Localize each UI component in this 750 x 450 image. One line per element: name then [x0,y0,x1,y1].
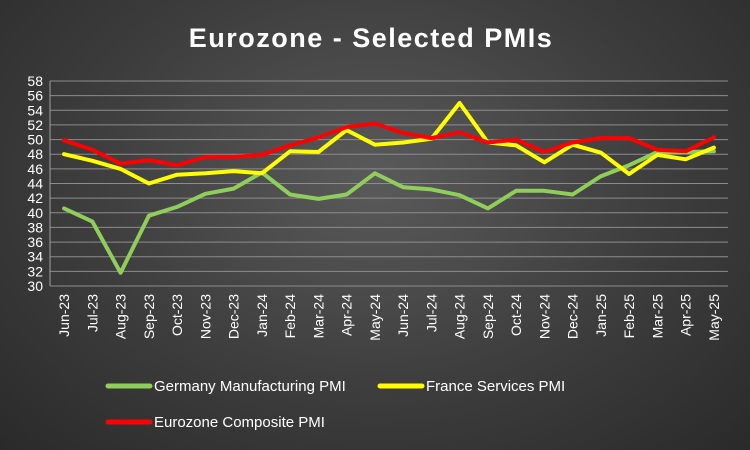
x-tick-label-sep-24: Sep-24 [480,294,496,339]
series-line-germany-manufacturing-pmi [62,149,716,275]
x-tick-label-mar-25: Mar-25 [649,294,665,339]
legend-item-france-services: France Services PMI [377,378,565,395]
y-tick-label-34: 34 [27,249,43,265]
y-tick-label-48: 48 [27,146,43,162]
y-tick-label-40: 40 [27,205,43,221]
x-tick-label-sep-23: Sep-23 [141,294,157,339]
legend-item-germany-manufacturing: Germany Manufacturing PMI [105,378,346,395]
x-tick-label-apr-24: Apr-24 [339,294,355,336]
x-tick-label-mar-24: Mar-24 [310,294,326,339]
x-tick-label-oct-23: Oct-23 [169,294,185,336]
y-tick-label-58: 58 [27,73,43,89]
x-tick-label-dec-23: Dec-23 [226,294,242,339]
y-tick-label-36: 36 [27,234,43,250]
y-tick-label-46: 46 [27,161,43,177]
x-tick-label-feb-24: Feb-24 [282,294,298,339]
series-line-france-services-pmi [62,101,716,186]
x-tick-label-nov-24: Nov-24 [536,294,552,339]
y-tick-label-56: 56 [27,88,43,104]
y-tick-label-38: 38 [27,219,43,235]
series-lines [62,101,716,275]
x-tick-label-nov-23: Nov-23 [197,294,213,339]
y-tick-label-44: 44 [27,176,43,192]
x-tick-label-jun-23: Jun-23 [56,294,72,337]
x-tick-label-jan-24: Jan-24 [254,294,270,337]
y-tick-label-32: 32 [27,263,43,279]
x-tick-label-apr-25: Apr-25 [678,294,694,336]
y-tick-label-30: 30 [27,278,43,294]
x-tick-label-jul-24: Jul-24 [423,294,439,332]
x-tick-label-may-25: May-25 [706,294,722,341]
x-tick-label-aug-24: Aug-24 [452,294,468,339]
x-tick-label-jun-24: Jun-24 [395,294,411,337]
chart-title: Eurozone - Selected PMIs [189,23,554,53]
y-tick-label-50: 50 [27,132,43,148]
x-tick-label-aug-23: Aug-23 [113,294,129,339]
legend-label-france-services: France Services PMI [426,378,565,395]
series-line-eurozone-composite-pmi [62,121,716,168]
legend-label-eurozone-composite: Eurozone Composite PMI [154,414,325,431]
x-tick-label-feb-25: Feb-25 [621,294,637,339]
legend: Germany Manufacturing PMI France Service… [105,378,565,431]
x-tick-label-oct-24: Oct-24 [508,294,524,336]
y-tick-label-52: 52 [27,117,43,133]
x-tick-label-jul-23: Jul-23 [84,294,100,332]
x-tick-label-jan-25: Jan-25 [593,294,609,337]
y-tick-label-42: 42 [27,190,43,206]
x-tick-label-may-24: May-24 [367,294,383,341]
legend-label-germany-manufacturing: Germany Manufacturing PMI [154,378,346,395]
y-tick-label-54: 54 [27,102,43,118]
x-tick-label-dec-24: Dec-24 [565,294,581,339]
legend-item-eurozone-composite: Eurozone Composite PMI [105,414,325,431]
